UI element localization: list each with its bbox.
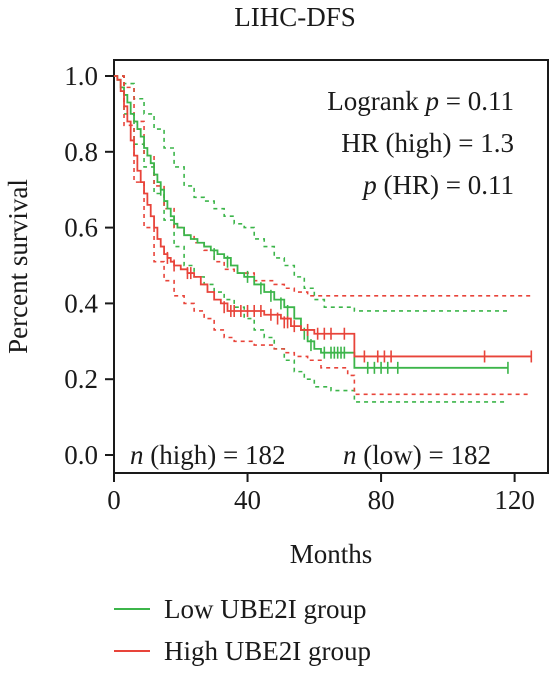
legend-swatch-low [114, 608, 150, 610]
y-tick-label: 0.0 [64, 440, 98, 470]
y-tick-label: 1.0 [64, 61, 98, 91]
legend-label-low: Low UBE2I group [164, 593, 367, 624]
chart-title: LIHC-DFS [234, 2, 356, 32]
n-high-annotation: n (high) = 182 [130, 440, 285, 470]
y-tick-label: 0.8 [64, 137, 98, 167]
survival-curve-high [114, 75, 532, 358]
ci-lower-low [114, 75, 508, 403]
logrank-annotation: Logrank p = 0.11 [327, 86, 514, 116]
p-hr-annotation: p (HR) = 0.11 [361, 170, 514, 200]
hr-annotation: HR (high) = 1.3 [341, 128, 514, 158]
legend: Low UBE2I group High UBE2I group [114, 588, 371, 672]
y-axis-label: Percent survival [3, 179, 33, 354]
legend-item-low: Low UBE2I group [114, 588, 371, 630]
ci-upper-low [114, 75, 508, 312]
legend-swatch-high [114, 650, 150, 652]
x-tick-label: 120 [494, 485, 535, 515]
x-tick-label: 40 [234, 485, 261, 515]
legend-item-high: High UBE2I group [114, 630, 371, 672]
y-tick-label: 0.6 [64, 213, 98, 243]
x-axis-label: Months [290, 539, 373, 569]
ci-lower-high [114, 75, 532, 396]
y-tick-label: 0.2 [64, 364, 98, 394]
survival-curve-low [114, 75, 508, 369]
plot-frame [113, 59, 549, 474]
legend-label-high: High UBE2I group [164, 635, 371, 666]
n-low-annotation: n (low) = 182 [343, 440, 491, 470]
x-tick-label: 0 [107, 485, 121, 515]
x-tick-label: 80 [368, 485, 395, 515]
y-tick-label: 0.4 [64, 288, 98, 318]
